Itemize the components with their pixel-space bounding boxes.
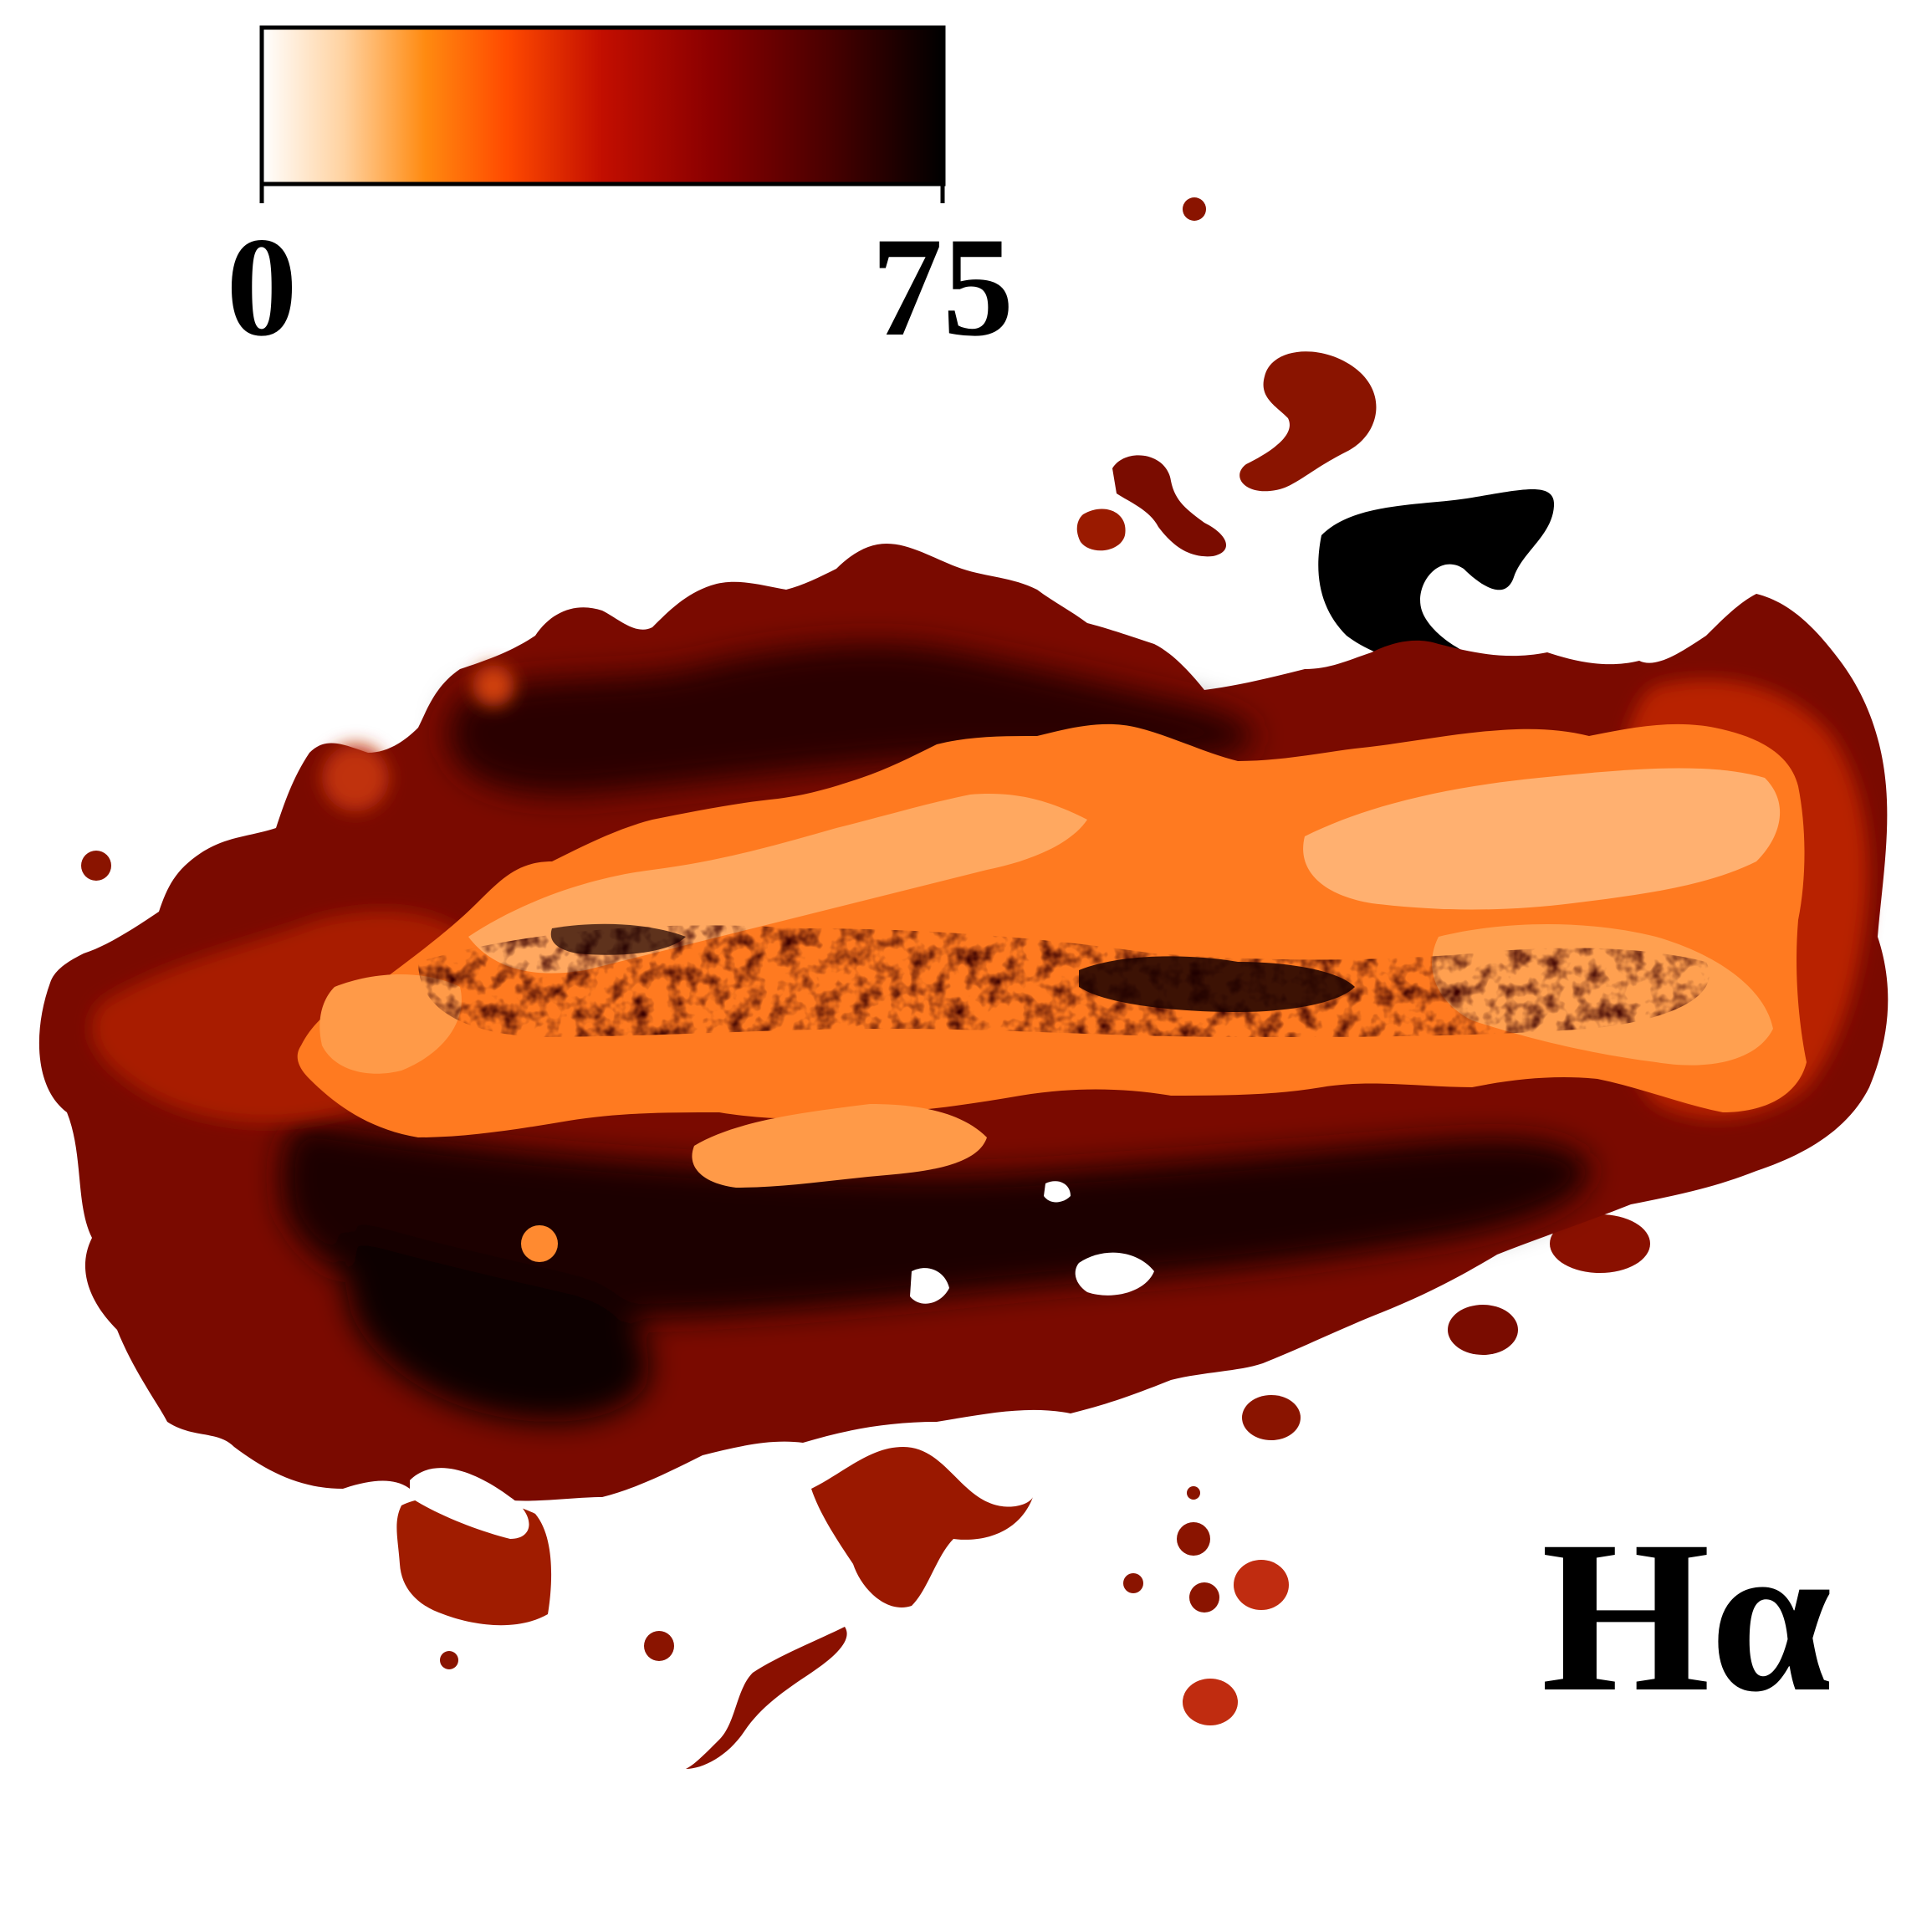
dark-halo xyxy=(280,643,1590,1422)
clump-bottom-tail xyxy=(686,1627,847,1769)
envelope-holes xyxy=(410,1181,1154,1539)
clump-top-left-small xyxy=(1076,509,1126,551)
clump-top-right xyxy=(1239,351,1377,492)
colorbar-max-label: 75 xyxy=(871,208,1014,365)
clump-bottom-right-lower xyxy=(1183,1679,1238,1725)
clump-top-mid xyxy=(1112,455,1227,557)
speck-left xyxy=(81,851,111,881)
clump-upper-dark-right xyxy=(1318,489,1555,664)
clump-lower-mid xyxy=(1242,1395,1301,1440)
colorbar-gradient xyxy=(259,25,946,187)
speck-bottom-2 xyxy=(440,1651,458,1669)
speck-bottom-6 xyxy=(1189,1582,1219,1613)
colorbar: 0 75 xyxy=(227,25,1014,365)
clump-lower-right-2 xyxy=(1448,1305,1518,1355)
speck-bottom-5 xyxy=(1123,1573,1143,1593)
speck-top xyxy=(1183,197,1206,221)
emission-map xyxy=(38,197,1889,1769)
clump-lower-right-1 xyxy=(1550,1214,1650,1273)
speck-bottom-3 xyxy=(1177,1522,1210,1556)
colorbar-min-label: 0 xyxy=(227,208,298,365)
panel-label: Hα xyxy=(1541,1496,1832,1737)
speck-bottom-4 xyxy=(1187,1486,1200,1500)
dust-lane xyxy=(418,923,1710,1037)
clump-bottom-right-small xyxy=(1234,1560,1289,1610)
clump-bottom-center xyxy=(811,1447,1033,1607)
speck-bottom-1 xyxy=(644,1631,674,1661)
